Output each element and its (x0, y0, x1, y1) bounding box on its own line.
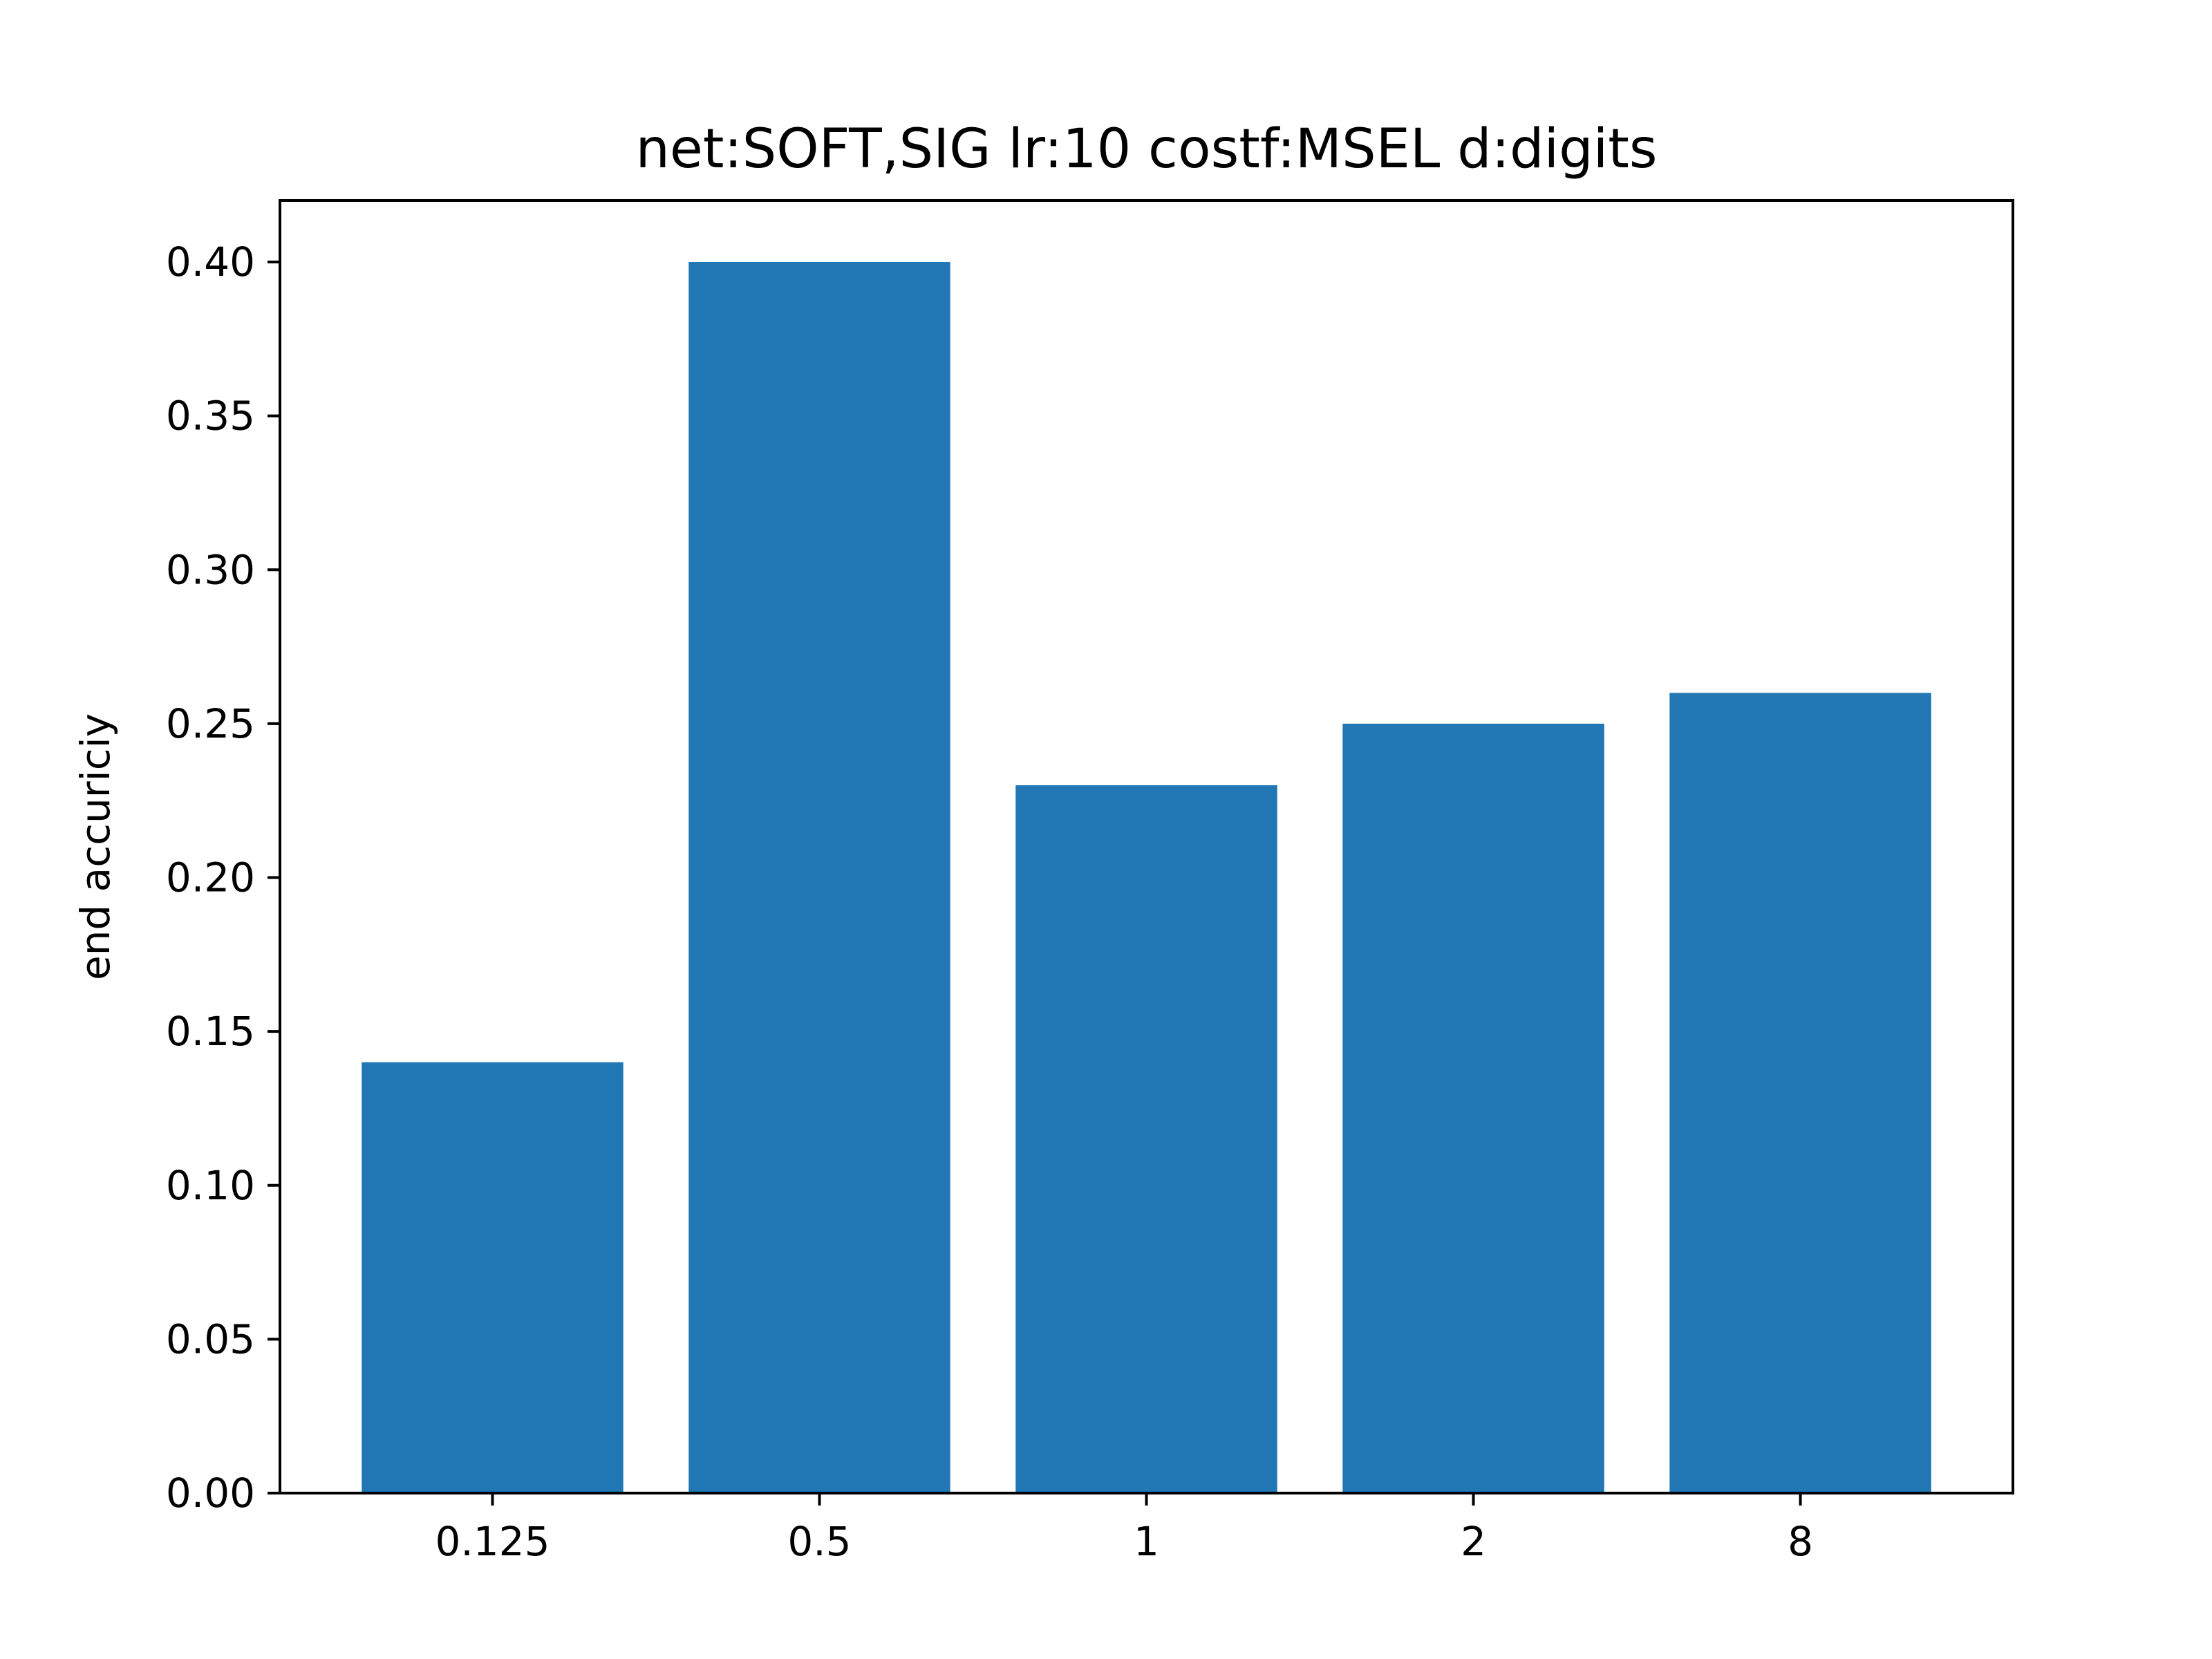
y-tick-label: 0.05 (166, 1315, 255, 1362)
y-tick-label: 0.25 (166, 700, 255, 747)
y-tick-label: 0.20 (166, 854, 255, 901)
bar-0.5 (688, 262, 950, 1493)
bar-1 (1015, 785, 1277, 1493)
x-tick-label: 0.5 (787, 1518, 851, 1565)
x-tick-label: 0.125 (435, 1518, 550, 1565)
y-tick-label: 0.15 (166, 1008, 255, 1055)
bar-2 (1342, 723, 1604, 1493)
chart-title: net:SOFT,SIG lr:10 costf:MSEL d:digits (635, 118, 1657, 180)
x-tick-label: 8 (1788, 1518, 1813, 1565)
x-tick-label: 1 (1134, 1518, 1159, 1565)
x-tick-label: 2 (1461, 1518, 1486, 1565)
y-tick-label: 0.40 (166, 238, 255, 285)
y-axis-label: end accuriciy (72, 713, 119, 980)
y-tick-label: 0.00 (166, 1470, 255, 1517)
x-axis: 0.125 0.5 1 2 8 (435, 1493, 1813, 1565)
y-axis: 0.00 0.05 0.10 0.15 0.20 0.25 0.30 0.35 0.40 (166, 238, 280, 1517)
y-tick-label: 0.30 (166, 546, 255, 593)
bars (362, 262, 1931, 1493)
y-tick-label: 0.10 (166, 1162, 255, 1209)
bar-0.125 (362, 1062, 624, 1493)
bar-8 (1669, 693, 1931, 1493)
y-tick-label: 0.35 (166, 393, 255, 440)
